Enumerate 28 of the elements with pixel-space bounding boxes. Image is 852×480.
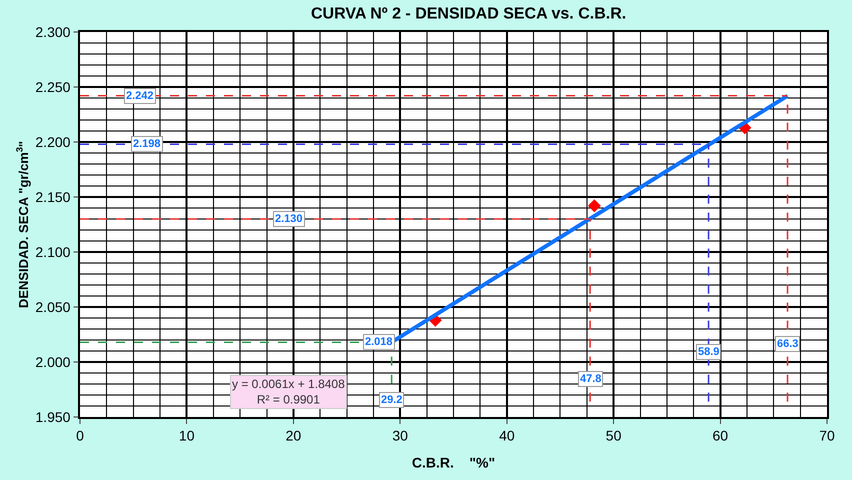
y-tick-label: 2.200 bbox=[35, 134, 71, 150]
annotation: y = 0.0061x + 1.8408 R² = 0.9901 bbox=[232, 377, 346, 407]
ref-line-label: 47.8 bbox=[580, 373, 602, 385]
y-tick-label: 2.000 bbox=[35, 354, 71, 370]
x-tick-label: 10 bbox=[178, 428, 195, 444]
x-tick-label: 40 bbox=[499, 428, 515, 444]
ref-line-label: 2.018 bbox=[365, 336, 393, 348]
y-tick-label: 2.300 bbox=[35, 24, 71, 40]
y-tick-label: 2.150 bbox=[35, 188, 71, 205]
point bbox=[588, 199, 601, 212]
x-tick-label: 20 bbox=[286, 428, 302, 444]
ref-line-label: 2.242 bbox=[126, 90, 154, 102]
y-tick-label: 2.250 bbox=[35, 78, 71, 95]
ref-line-label: 2.198 bbox=[133, 138, 161, 150]
y-tick-label: 1.950 bbox=[35, 408, 71, 425]
x-tick-label: 60 bbox=[712, 428, 728, 444]
x-tick-label: 30 bbox=[392, 428, 408, 444]
y-tick-label: 2.050 bbox=[35, 298, 71, 315]
ref-line-label: 29.2 bbox=[381, 394, 402, 406]
x-tick-label: 70 bbox=[819, 428, 835, 444]
x-axis-title: C.B.R. "%" bbox=[412, 454, 496, 470]
ref-line-label: 66.3 bbox=[777, 338, 798, 350]
y-tick-label: 2.100 bbox=[35, 244, 71, 260]
x-tick-label: 50 bbox=[606, 428, 622, 444]
chart-title: CURVA Nº 2 - DENSIDAD SECA vs. C.B.R. bbox=[310, 5, 626, 22]
ref-line-label: 2.130 bbox=[275, 213, 303, 225]
x-tick-label: 0 bbox=[76, 428, 84, 444]
ref-line-label: 58.9 bbox=[698, 346, 720, 358]
